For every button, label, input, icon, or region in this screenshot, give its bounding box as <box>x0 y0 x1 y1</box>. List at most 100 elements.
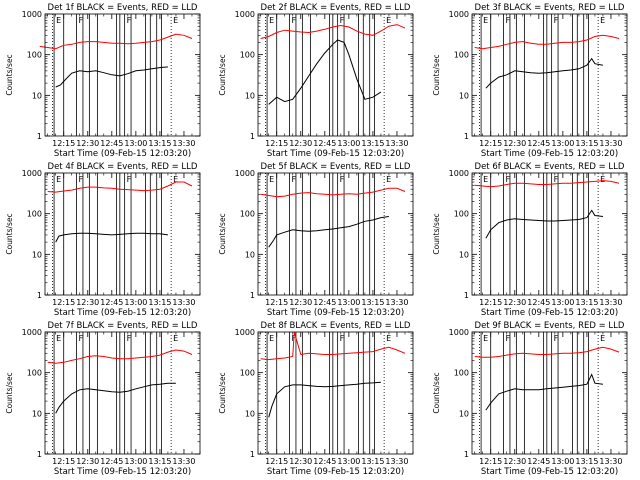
interval-marker-label: F <box>127 16 132 25</box>
x-tick-label: 12:15 <box>479 457 502 466</box>
x-tick-label: 12:30 <box>503 139 526 148</box>
panel-title: Det 6f BLACK = Events, RED = LLD <box>475 162 625 172</box>
panel-3: Det 3f BLACK = Events, RED = LLD Start Ti… <box>432 3 628 159</box>
interval-marker-label: F <box>340 16 345 25</box>
x-tick-label: 13:15 <box>575 298 598 307</box>
y-tick-label: 1 <box>37 450 42 459</box>
x-tick-label: 12:30 <box>289 457 312 466</box>
y-tick-label: 10 <box>245 91 255 100</box>
interval-marker-label: F <box>79 16 84 25</box>
y-tick-label: 100 <box>27 369 42 378</box>
y-tick-label: 100 <box>27 51 42 60</box>
events-series-line <box>485 209 603 239</box>
y-tick-label: 1 <box>37 291 42 300</box>
x-tick-label: 12:15 <box>265 457 288 466</box>
y-tick-label: 10 <box>32 409 42 418</box>
x-tick-label: 13:30 <box>599 298 622 307</box>
interval-marker-label: F <box>79 334 84 343</box>
interval-marker-label: E <box>483 334 488 343</box>
y-axis-label: Counts/sec <box>432 54 441 95</box>
interval-marker-label: F <box>554 334 559 343</box>
x-axis-label: Start Time (09-Feb-15 12:03:20) <box>481 149 618 159</box>
y-tick-label: 1000 <box>449 328 469 337</box>
lld-series-line <box>47 181 193 193</box>
interval-marker-label: F <box>340 334 345 343</box>
y-tick-label: 10 <box>459 409 469 418</box>
panel-7: Det 7f BLACK = Events, RED = LLD Start Ti… <box>5 321 201 477</box>
y-axis-label: Counts/sec <box>432 372 441 413</box>
y-tick-label: 1000 <box>235 10 255 19</box>
y-tick-label: 100 <box>240 51 255 60</box>
interval-marker-label: E <box>600 175 605 184</box>
interval-marker-label: E <box>386 334 391 343</box>
x-axis-label: Start Time (09-Feb-15 12:03:20) <box>267 149 404 159</box>
interval-marker-label: F <box>292 16 297 25</box>
lld-series-line <box>260 24 406 39</box>
interval-marker-label: F <box>292 175 297 184</box>
y-tick-label: 1 <box>464 450 469 459</box>
events-series-line <box>485 57 603 89</box>
y-tick-label: 1000 <box>449 10 469 19</box>
y-tick-label: 10 <box>32 250 42 259</box>
interval-marker-label: E <box>173 334 178 343</box>
x-tick-label: 12:45 <box>527 457 550 466</box>
interval-marker-label: E <box>483 175 488 184</box>
panel-title: Det 7f BLACK = Events, RED = LLD <box>48 321 198 331</box>
interval-marker-label: E <box>56 16 61 25</box>
panel-title: Det 4f BLACK = Events, RED = LLD <box>48 162 198 172</box>
y-axis-label: Counts/sec <box>432 213 441 254</box>
y-tick-label: 1000 <box>235 169 255 178</box>
y-axis-label: Counts/sec <box>5 54 14 95</box>
y-tick-label: 1 <box>250 450 255 459</box>
panel-title: Det 9f BLACK = Events, RED = LLD <box>475 321 625 331</box>
panel-2: Det 2f BLACK = Events, RED = LLD Start Ti… <box>218 3 414 159</box>
x-tick-label: 12:45 <box>100 457 123 466</box>
y-tick-label: 100 <box>454 369 469 378</box>
x-tick-label: 13:00 <box>124 298 147 307</box>
lld-series-line <box>474 346 620 358</box>
x-axis-label: Start Time (09-Feb-15 12:03:20) <box>481 308 618 318</box>
x-tick-label: 13:15 <box>361 139 384 148</box>
x-tick-label: 13:30 <box>385 139 408 148</box>
panel-title: Det 8f BLACK = Events, RED = LLD <box>261 321 411 331</box>
y-axis-label: Counts/sec <box>5 213 14 254</box>
x-tick-label: 12:15 <box>52 298 75 307</box>
x-tick-label: 13:00 <box>551 298 574 307</box>
interval-marker-label: E <box>483 16 488 25</box>
y-tick-label: 10 <box>245 250 255 259</box>
interval-marker-label: E <box>269 16 274 25</box>
x-tick-label: 12:15 <box>265 139 288 148</box>
interval-marker-label: E <box>386 16 391 25</box>
plot-frame <box>257 172 414 296</box>
y-tick-label: 100 <box>454 210 469 219</box>
x-tick-label: 12:15 <box>479 139 502 148</box>
x-tick-label: 13:15 <box>361 298 384 307</box>
interval-marker-label: E <box>173 16 178 25</box>
x-tick-label: 12:45 <box>100 139 123 148</box>
interval-marker-label: E <box>56 334 61 343</box>
x-tick-label: 12:30 <box>76 298 99 307</box>
interval-marker-label: F <box>554 16 559 25</box>
x-tick-label: 13:00 <box>337 298 360 307</box>
lld-series-line <box>39 33 193 50</box>
x-axis-label: Start Time (09-Feb-15 12:03:20) <box>267 308 404 318</box>
x-tick-label: 12:45 <box>313 139 336 148</box>
lld-series-line <box>260 331 406 361</box>
interval-marker-label: F <box>127 334 132 343</box>
x-tick-label: 13:15 <box>575 457 598 466</box>
y-axis-label: Counts/sec <box>218 213 227 254</box>
x-axis-label: Start Time (09-Feb-15 12:03:20) <box>481 467 618 477</box>
interval-marker-label: E <box>173 175 178 184</box>
x-tick-label: 13:30 <box>172 139 195 148</box>
x-tick-label: 13:30 <box>599 139 622 148</box>
y-tick-label: 100 <box>240 210 255 219</box>
interval-marker-label: F <box>506 334 511 343</box>
x-tick-label: 12:45 <box>527 139 550 148</box>
y-tick-label: 10 <box>245 409 255 418</box>
lld-series-line <box>474 180 620 188</box>
x-tick-label: 13:30 <box>599 457 622 466</box>
lld-series-line <box>47 349 193 364</box>
x-tick-label: 13:30 <box>385 298 408 307</box>
x-axis-label: Start Time (09-Feb-15 12:03:20) <box>54 467 191 477</box>
